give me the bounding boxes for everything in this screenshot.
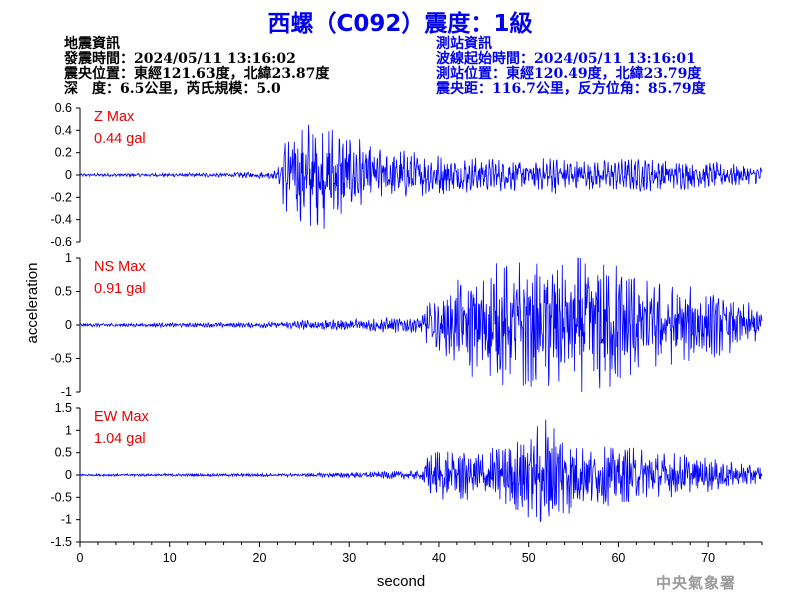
station-info-heading: 測站資訊 (436, 36, 492, 52)
page-title: 西螺（C092）震度：1級 (267, 11, 533, 37)
y-axis-title: acceleration (24, 263, 41, 344)
y-tick-label-ns: -1 (61, 385, 72, 399)
y-tick-label-ew: 0.5 (55, 446, 72, 460)
station-info-block: 測站資訊 波線起始時間：2024/05/11 13:16:01 測站位置：東經1… (436, 37, 706, 97)
trace-ew (79, 419, 763, 523)
max-label-ew: EW Max (94, 409, 150, 425)
x-tick-label: 10 (163, 551, 177, 565)
max-value-z: 0.44 gal (94, 131, 146, 147)
y-tick-label-z: -0.2 (50, 190, 72, 204)
trace-z (79, 124, 763, 229)
epicentral-distance: 震央距：116.7公里，反方位角：85.79度 (436, 81, 706, 97)
epicenter-location: 震央位置：東經121.63度，北緯23.87度 (64, 66, 330, 82)
max-value-ew: 1.04 gal (94, 431, 146, 447)
y-tick-label-ns: -0.5 (50, 352, 72, 366)
y-tick-label-z: 0.4 (55, 123, 72, 137)
x-tick-label: 50 (522, 551, 536, 565)
y-tick-label-z: -0.4 (50, 213, 72, 227)
x-tick-label: 0 (77, 551, 84, 565)
trace-ns (79, 257, 763, 393)
origin-time: 發震時間：2024/05/11 13:16:02 (64, 51, 296, 67)
y-tick-label-z: -0.6 (50, 235, 72, 249)
quake-info-block: 地震資訊 發震時間：2024/05/11 13:16:02 震央位置：東經121… (64, 37, 329, 97)
y-tick-label-ew: 1.5 (55, 401, 72, 415)
wave-start-time: 波線起始時間：2024/05/11 13:16:01 (436, 51, 696, 67)
x-tick-label: 70 (701, 551, 715, 565)
max-value-ns: 0.91 gal (94, 281, 146, 297)
y-tick-label-ns: 0 (65, 318, 72, 332)
max-label-ns: NS Max (94, 259, 146, 275)
y-tick-label-z: 0.6 (55, 101, 72, 115)
x-tick-label: 30 (342, 551, 356, 565)
quake-info-heading: 地震資訊 (64, 36, 120, 52)
x-axis-title: second (377, 573, 425, 590)
y-tick-label-ew: -1 (61, 513, 72, 527)
agency-watermark: 中央氣象署 (656, 574, 737, 592)
y-tick-label-z: 0 (65, 168, 72, 182)
depth-magnitude: 深 度：6.5公里，芮氏規模：5.0 (64, 81, 281, 97)
x-tick-label: 40 (432, 551, 446, 565)
y-tick-label-ns: 0.5 (55, 285, 72, 299)
y-tick-label-ew: -1.5 (50, 535, 72, 549)
max-label-z: Z Max (94, 109, 135, 125)
y-tick-label-ns: 1 (65, 251, 72, 265)
station-location: 測站位置：東經120.49度，北緯23.79度 (436, 66, 702, 82)
x-tick-label: 20 (253, 551, 267, 565)
y-tick-label-ew: 1 (65, 423, 72, 437)
y-tick-label-ew: 0 (65, 468, 72, 482)
x-tick-label: 60 (611, 551, 625, 565)
y-tick-label-ew: -0.5 (50, 490, 72, 504)
y-tick-label-z: 0.2 (55, 146, 72, 160)
